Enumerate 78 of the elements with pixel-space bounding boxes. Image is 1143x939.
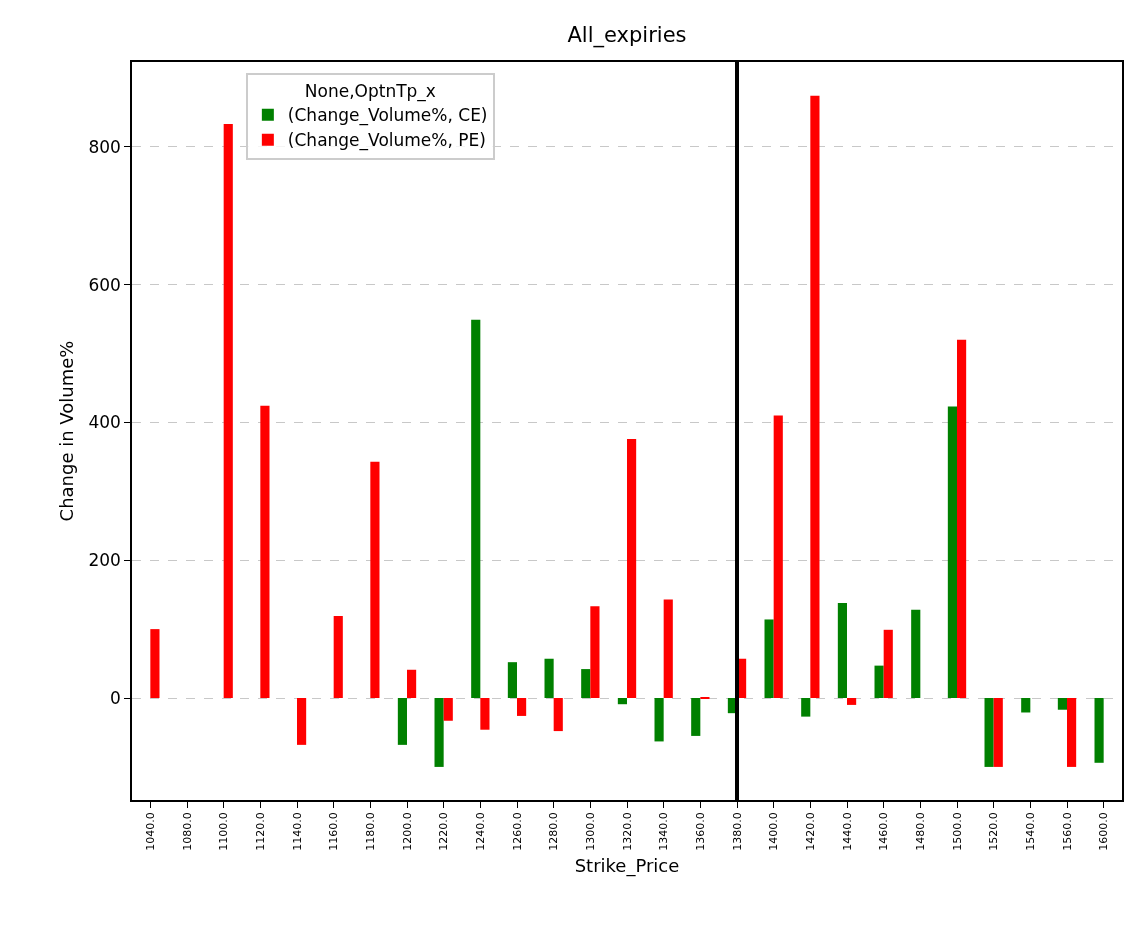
x-axis-title: Strike_Price [574,855,680,878]
bar [911,609,921,699]
x-tick-label: 1440.0 [840,812,854,851]
bar [1067,698,1077,767]
x-tick-label: 1300.0 [583,812,597,851]
x-tick-label: 1220.0 [437,812,451,851]
bar [847,698,857,705]
bar [553,698,563,732]
bar [837,602,847,699]
chart-title: All_expiries [567,23,687,49]
x-tick-label: 1600.0 [1097,812,1111,851]
bar [883,629,893,699]
bar [810,95,820,699]
x-tick-label: 1500.0 [950,812,964,851]
bar [150,629,160,699]
y-tick-label: 800 [88,136,121,157]
y-tick-label: 400 [88,412,121,433]
bar [993,698,1003,767]
bar [297,698,307,745]
bar [773,415,783,699]
x-tick-label: 1480.0 [913,812,927,851]
bar [984,698,994,767]
bar [223,124,233,699]
bar [764,619,774,699]
y-tick-label: 600 [88,274,121,295]
x-tick-label: 1380.0 [730,812,744,851]
bar [434,698,444,767]
x-tick-label: 1260.0 [510,812,524,851]
bar [801,698,811,717]
bar [480,698,490,730]
x-tick-label: 1040.0 [143,812,157,851]
x-tick-label: 1320.0 [620,812,634,851]
bar [947,406,957,699]
x-tick-label: 1460.0 [877,812,891,851]
x-tick-label: 1080.0 [180,812,194,851]
y-tick-label: 200 [88,550,121,571]
x-tick-label: 1180.0 [363,812,377,851]
bar [333,616,343,699]
bar [627,438,637,699]
legend-label: (Change_Volume%, PE) [287,130,486,152]
bar [507,662,517,699]
bar [654,698,664,742]
legend-title: None,OptnTp_x [304,81,436,103]
x-tick-label: 1200.0 [400,812,414,851]
x-tick-label: 1120.0 [253,812,267,851]
bar [691,698,701,736]
x-tick-label: 1160.0 [327,812,341,851]
x-tick-label: 1420.0 [803,812,817,851]
bar [471,319,481,699]
bar [397,698,407,745]
bar [874,665,884,699]
x-tick-label: 1140.0 [290,812,304,851]
x-tick-label: 1280.0 [547,812,561,851]
bar [260,405,270,699]
x-tick-label: 1340.0 [657,812,671,851]
bar [1057,698,1067,710]
legend-label: (Change_Volume%, CE) [287,105,488,127]
bar [590,606,600,699]
bar [544,658,554,699]
x-tick-label: 1560.0 [1060,812,1074,851]
bar [517,698,527,716]
bar [617,698,627,705]
bar [1021,698,1031,713]
x-tick-label: 1360.0 [693,812,707,851]
bar [581,669,591,699]
x-tick-label: 1540.0 [1023,812,1037,851]
bar [443,698,453,721]
x-tick-label: 1400.0 [767,812,781,851]
bar [407,669,417,699]
bar [663,599,673,699]
bar [370,461,380,699]
x-tick-label: 1520.0 [987,812,1001,851]
bar [957,339,967,699]
y-axis-title: Change in Volume% [56,340,78,522]
x-tick-label: 1100.0 [217,812,231,851]
bar [1094,698,1104,763]
x-tick-label: 1240.0 [473,812,487,851]
y-tick-label: 0 [110,687,121,708]
